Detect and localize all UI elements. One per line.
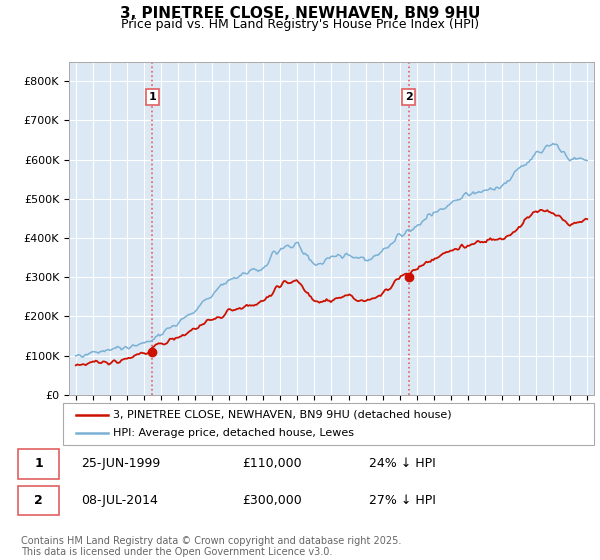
Text: £110,000: £110,000 <box>242 458 302 470</box>
Text: Price paid vs. HM Land Registry's House Price Index (HPI): Price paid vs. HM Land Registry's House … <box>121 18 479 31</box>
Text: 3, PINETREE CLOSE, NEWHAVEN, BN9 9HU (detached house): 3, PINETREE CLOSE, NEWHAVEN, BN9 9HU (de… <box>113 410 452 420</box>
Text: 3, PINETREE CLOSE, NEWHAVEN, BN9 9HU: 3, PINETREE CLOSE, NEWHAVEN, BN9 9HU <box>120 6 480 21</box>
FancyBboxPatch shape <box>18 486 59 515</box>
FancyBboxPatch shape <box>63 403 594 445</box>
Text: 24% ↓ HPI: 24% ↓ HPI <box>369 458 436 470</box>
Text: HPI: Average price, detached house, Lewes: HPI: Average price, detached house, Lewe… <box>113 428 355 438</box>
Text: 2: 2 <box>404 92 412 102</box>
Text: 08-JUL-2014: 08-JUL-2014 <box>81 494 158 507</box>
Text: 27% ↓ HPI: 27% ↓ HPI <box>369 494 436 507</box>
Text: 1: 1 <box>148 92 156 102</box>
Text: 2: 2 <box>34 494 43 507</box>
Text: 1: 1 <box>34 458 43 470</box>
Text: 25-JUN-1999: 25-JUN-1999 <box>81 458 160 470</box>
Text: £300,000: £300,000 <box>242 494 302 507</box>
Text: Contains HM Land Registry data © Crown copyright and database right 2025.
This d: Contains HM Land Registry data © Crown c… <box>21 535 401 557</box>
FancyBboxPatch shape <box>18 449 59 479</box>
